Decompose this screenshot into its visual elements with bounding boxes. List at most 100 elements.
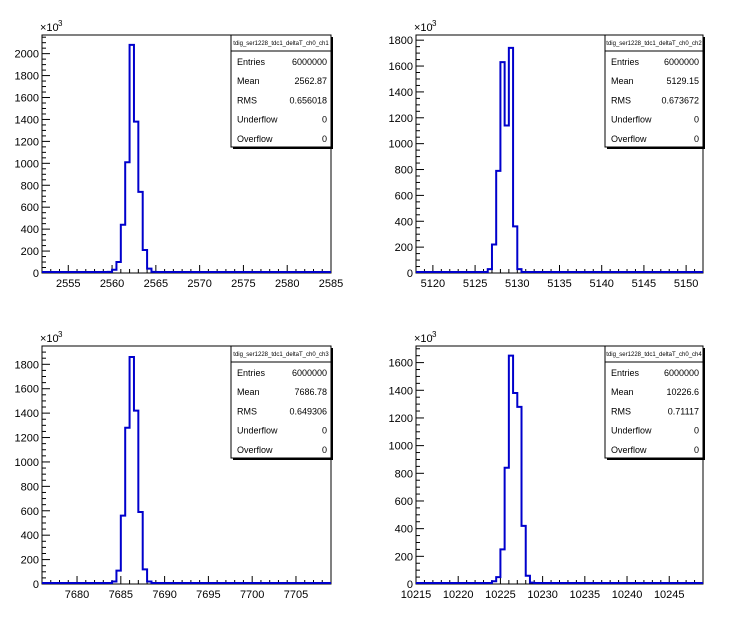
- y-tick-label: 600: [21, 506, 39, 518]
- stats-label: Entries: [237, 57, 266, 67]
- stats-value: 0: [322, 445, 327, 455]
- y-tick-label: 1200: [389, 113, 413, 125]
- x-tick-label: 2575: [231, 278, 255, 290]
- histogram-bin: [143, 569, 147, 584]
- histogram-bin: [517, 407, 521, 584]
- x-tick-label: 7700: [240, 589, 264, 601]
- histogram-bin: [130, 357, 134, 584]
- x-tick-label: 10215: [401, 589, 432, 601]
- y-tick-label: 800: [21, 481, 39, 493]
- stats-value: 10226.6: [666, 387, 699, 397]
- stats-label: Mean: [237, 76, 260, 86]
- stats-title: tdig_ser1228_tdc1_deltaT_ch0_ch4: [606, 352, 702, 358]
- histogram-bin: [530, 583, 534, 584]
- stats-value: 7686.78: [294, 387, 327, 397]
- histogram-bin: [522, 526, 526, 584]
- y-tick-label: 1200: [15, 136, 39, 148]
- stats-box: tdig_ser1228_tdc1_deltaT_ch0_ch1 Entries 6…: [230, 34, 333, 149]
- histogram-bin: [517, 269, 521, 273]
- stats-value: 0: [322, 426, 327, 436]
- histogram-bin: [143, 250, 147, 273]
- y-tick-label: 800: [395, 468, 413, 480]
- y-tick-label: 1200: [389, 413, 413, 425]
- histogram-outline: [416, 354, 703, 584]
- histogram-bin: [112, 582, 116, 584]
- y-tick-label: 1400: [389, 385, 413, 397]
- x-tick-label: 7695: [196, 589, 220, 601]
- y-exponent-power: 3: [432, 19, 437, 28]
- x-tick-label: 10230: [527, 589, 558, 601]
- stats-value: 0: [322, 115, 327, 125]
- histogram-bin: [492, 245, 496, 273]
- histogram-bin: [500, 62, 504, 273]
- y-tick-label: 1800: [389, 35, 413, 47]
- x-tick-label: 2555: [56, 278, 80, 290]
- histogram-bin: [513, 226, 517, 273]
- histogram-bin: [134, 122, 138, 273]
- stats-label: Overflow: [237, 445, 273, 455]
- stats-title: tdig_ser1228_tdc1_deltaT_ch0_ch1: [233, 41, 329, 47]
- stats-value: 6000000: [664, 368, 699, 378]
- stats-box-frame: [604, 34, 704, 148]
- y-tick-label: 800: [21, 180, 39, 192]
- x-tick-label: 2560: [100, 278, 124, 290]
- histogram-bin: [121, 225, 125, 273]
- y-tick-label: 200: [21, 555, 39, 567]
- histogram-bin: [526, 576, 530, 584]
- x-tick-label: 2565: [144, 278, 168, 290]
- histogram-bin: [147, 269, 151, 273]
- x-tick-label: 5145: [632, 278, 656, 290]
- stats-value: 6000000: [292, 368, 327, 378]
- x-tick-label: 10225: [485, 589, 516, 601]
- stats-value: 0.656018: [289, 95, 327, 105]
- y-tick-label: 0: [33, 268, 39, 280]
- stats-label: RMS: [611, 406, 631, 416]
- histogram-outline: [416, 46, 703, 273]
- stats-label: Overflow: [237, 134, 273, 144]
- y-tick-label: 1800: [15, 71, 39, 83]
- y-tick-label: 400: [21, 224, 39, 236]
- x-tick-label: 10235: [570, 589, 601, 601]
- stats-value: 5129.15: [666, 76, 699, 86]
- x-tick-label: 5120: [421, 278, 445, 290]
- histogram-bin: [130, 45, 134, 273]
- y-tick-label: 0: [407, 579, 413, 591]
- stats-label: Mean: [237, 387, 260, 397]
- x-tick-label: 10240: [612, 589, 643, 601]
- stats-value: 0.71117: [668, 406, 699, 416]
- histogram-bin: [138, 192, 142, 273]
- y-tick-label: 200: [395, 242, 413, 254]
- x-tick-label: 7705: [284, 589, 308, 601]
- y-tick-label: 1200: [15, 433, 39, 445]
- x-tick-label: 5135: [547, 278, 571, 290]
- histogram-bin: [509, 48, 513, 273]
- stats-value: 0: [694, 115, 699, 125]
- histogram-bin: [488, 269, 492, 273]
- histogram-bin: [125, 428, 129, 584]
- stats-label: Mean: [611, 76, 634, 86]
- histogram-bin: [147, 582, 151, 584]
- histogram-bin: [151, 272, 155, 273]
- x-tick-label: 7680: [65, 589, 89, 601]
- histogram-bin: [492, 581, 496, 584]
- stats-value: 6000000: [664, 57, 699, 67]
- x-tick-label: 2580: [275, 278, 299, 290]
- stats-value: 0: [694, 445, 699, 455]
- histogram-pad-1: 0 200 400 600 800 1000 1200 1400 1600 1800 2000 255…: [15, 19, 344, 290]
- stats-box: tdig_ser1228_tdc1_deltaT_ch0_ch2 Entries 6…: [604, 34, 705, 149]
- stats-value: 0: [694, 134, 699, 144]
- x-tick-label: 5140: [589, 278, 613, 290]
- x-tick-label: 2570: [187, 278, 211, 290]
- y-tick-label: 1000: [389, 441, 413, 453]
- y-tick-label: 0: [407, 268, 413, 280]
- stats-box: tdig_ser1228_tdc1_deltaT_ch0_ch3 Entries 6…: [230, 345, 333, 460]
- y-exponent-label: ×10: [414, 22, 433, 34]
- x-tick-label: 7690: [152, 589, 176, 601]
- stats-label: Overflow: [611, 445, 647, 455]
- histogram-bin: [496, 577, 500, 584]
- histogram-bin: [509, 356, 513, 584]
- histogram-bin: [134, 411, 138, 584]
- histogram-bin: [496, 171, 500, 273]
- y-tick-label: 1400: [389, 87, 413, 99]
